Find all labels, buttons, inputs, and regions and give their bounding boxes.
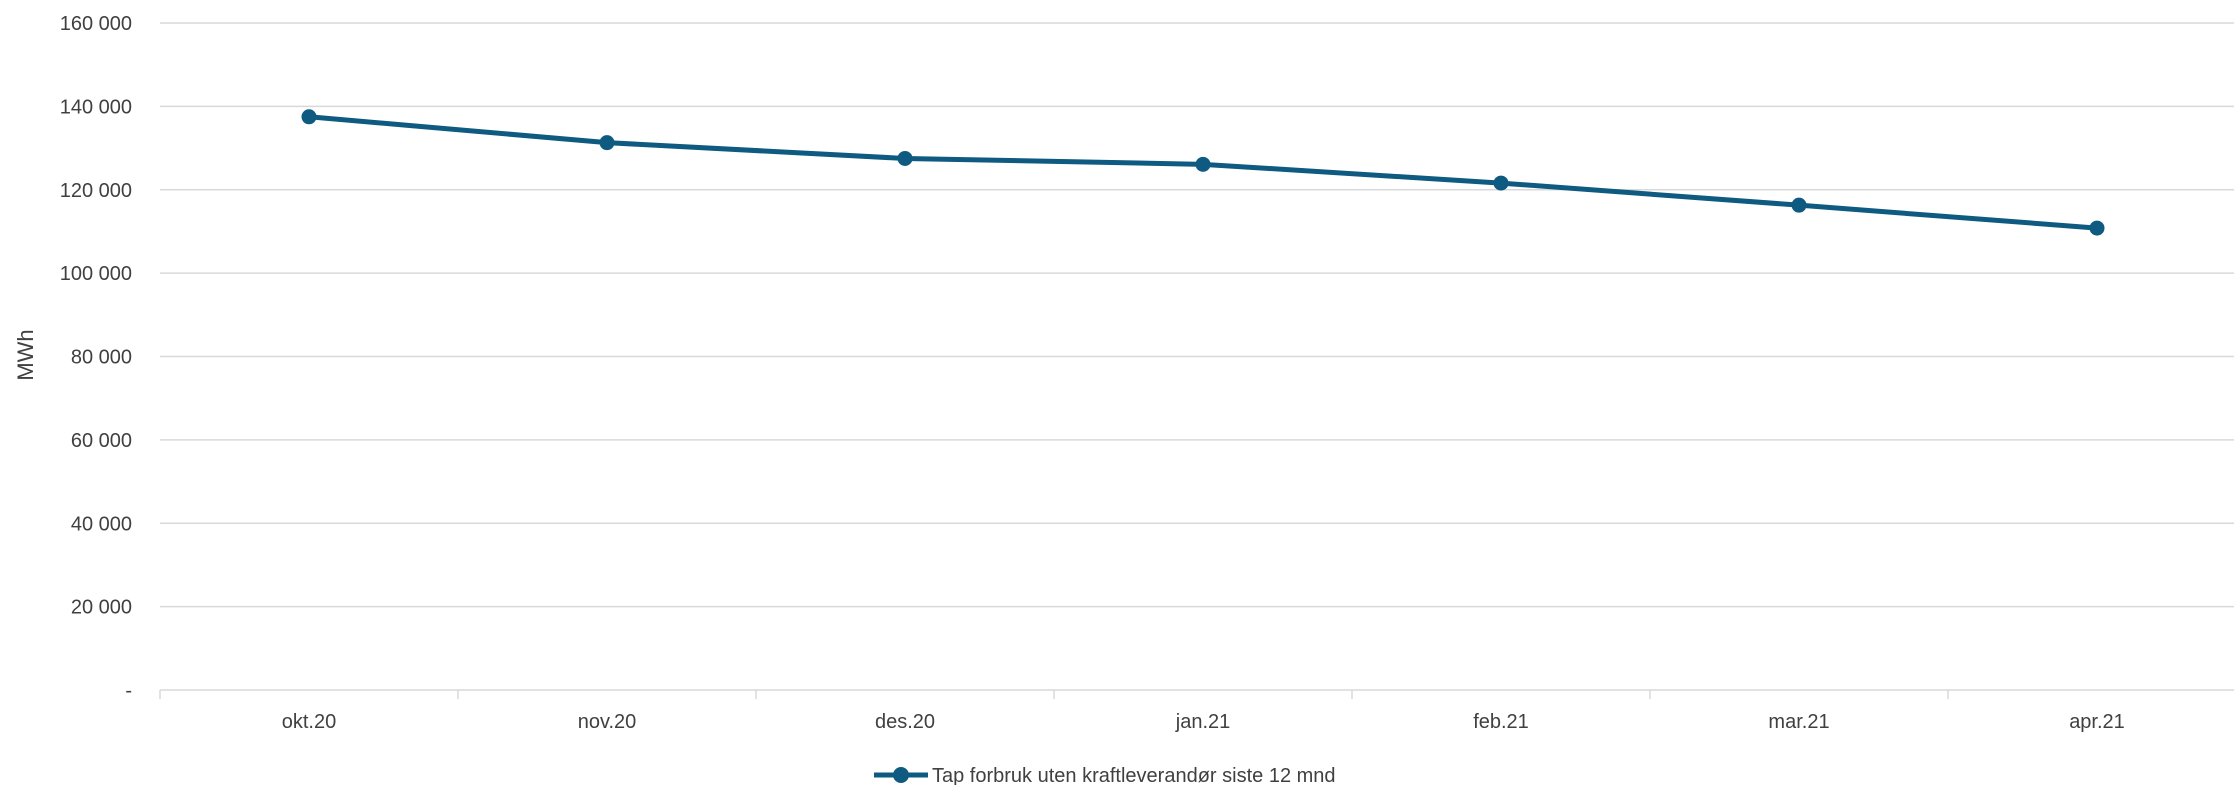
data-point[interactable]	[897, 150, 913, 166]
x-tick-label: okt.20	[282, 711, 336, 733]
x-tick-label: jan.21	[1175, 711, 1231, 733]
y-tick-label: 140 000	[60, 96, 132, 118]
y-tick-label: 160 000	[60, 13, 132, 35]
x-tick-label: des.20	[875, 711, 935, 733]
y-tick-label: 40 000	[71, 513, 132, 535]
x-tick-label: feb.21	[1473, 711, 1529, 733]
data-point[interactable]	[1493, 175, 1509, 191]
y-tick-label: 100 000	[60, 263, 132, 285]
y-tick-label: 20 000	[71, 597, 132, 619]
series-group	[301, 109, 2105, 236]
x-tick-label: nov.20	[578, 711, 637, 733]
data-point[interactable]	[2089, 220, 2105, 236]
y-axis-ticks: - 20 000 40 000 60 000 80 000 100 000 120 000 1…	[60, 13, 132, 702]
x-axis-ticks: okt.20 nov.20 des.20 jan.21 feb.21 mar.21 apr.…	[282, 711, 2125, 733]
y-tick-label: 80 000	[71, 347, 132, 369]
x-axis	[159, 689, 2234, 699]
data-point[interactable]	[599, 135, 615, 151]
data-point[interactable]	[1195, 156, 1211, 172]
legend[interactable]: Tap forbruk uten kraftleverandør siste 1…	[874, 765, 1336, 785]
legend-label: Tap forbruk uten kraftleverandør siste 1…	[932, 765, 1336, 785]
x-tick-label: apr.21	[2069, 711, 2125, 733]
y-tick-label: 60 000	[71, 430, 132, 452]
y-tick-label: 120 000	[60, 180, 132, 202]
y-tick-label: -	[125, 680, 132, 702]
y-axis-title: MWh	[13, 329, 38, 380]
data-point[interactable]	[1791, 197, 1807, 213]
data-point[interactable]	[301, 109, 317, 125]
x-tick-label: mar.21	[1768, 711, 1829, 733]
series-line	[306, 114, 2100, 231]
legend-marker-swatch	[893, 767, 909, 783]
gridlines	[160, 22, 2234, 608]
